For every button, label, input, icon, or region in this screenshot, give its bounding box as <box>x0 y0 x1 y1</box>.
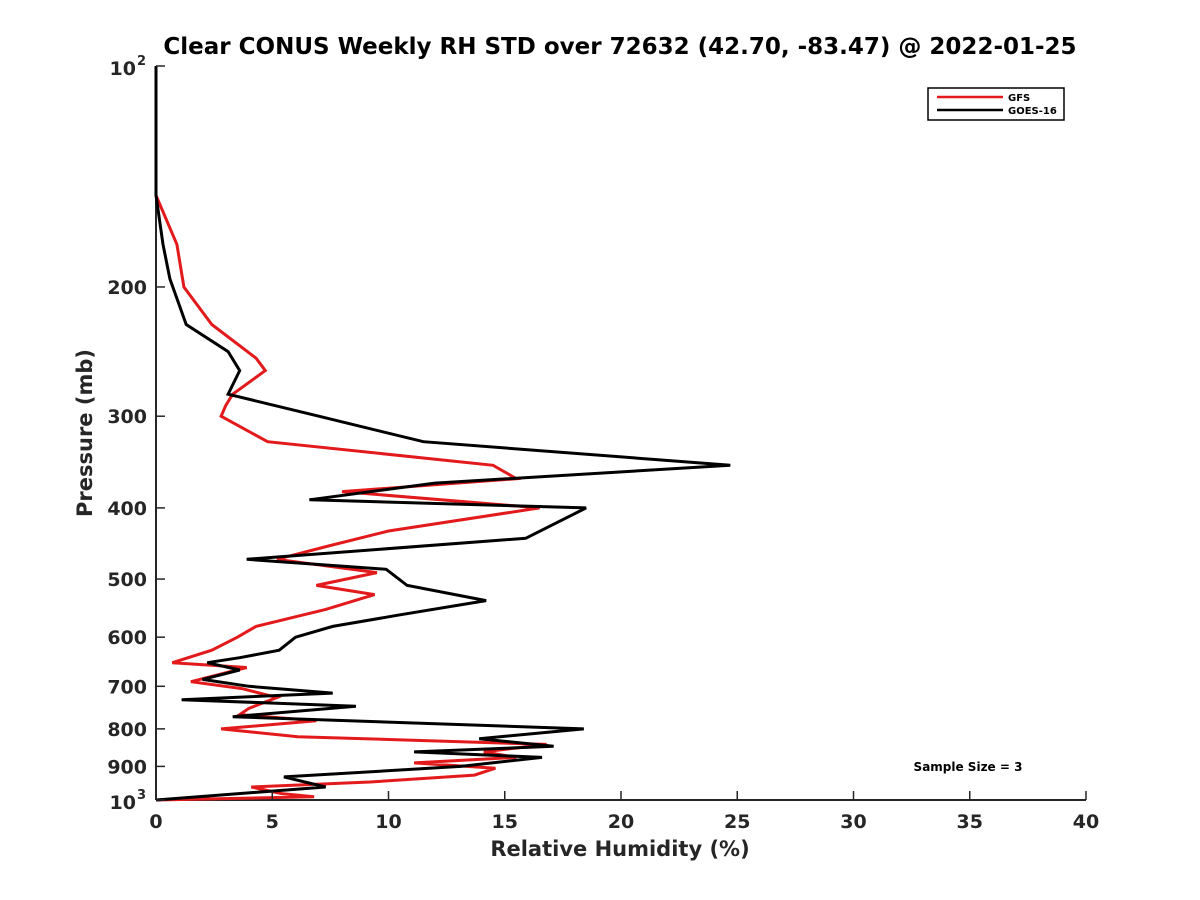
y-axis-label: Pressure (mb) <box>73 349 97 517</box>
y-tick-exponent: 3 <box>137 788 146 803</box>
plot-area: 0 5 10 15 20 25 30 35 40 10 220030040050060070080… <box>107 54 1099 833</box>
y-tick-label: 900 <box>107 756 147 778</box>
series-line-gfs <box>154 66 547 802</box>
y-tick-label: 700 <box>107 676 147 698</box>
y-tick-label: 800 <box>107 719 147 741</box>
legend: GFS GOES-16 <box>927 87 1065 121</box>
x-tick-label: 40 <box>1073 811 1099 833</box>
y-tick-label: 10 <box>110 792 136 814</box>
x-tick-label: 15 <box>492 811 518 833</box>
y-tick-label: 400 <box>107 498 147 520</box>
x-tick-label: 10 <box>375 811 401 833</box>
chart-title: Clear CONUS Weekly RH STD over 72632 (42… <box>163 34 1076 60</box>
x-tick-label: 25 <box>724 811 750 833</box>
x-tick-label: 0 <box>149 811 162 833</box>
y-tick-label: 10 <box>110 58 136 80</box>
y-tick-label: 300 <box>107 406 147 428</box>
y-tick-label: 500 <box>107 569 147 591</box>
series-layer <box>154 66 731 802</box>
x-tick-label: 35 <box>957 811 983 833</box>
legend-box <box>927 87 1065 121</box>
y-tick-label: 200 <box>107 277 147 299</box>
x-axis-ticks: 0 5 10 15 20 25 30 35 40 <box>149 791 1099 833</box>
x-tick-label: 30 <box>840 811 866 833</box>
x-tick-label: 5 <box>266 811 279 833</box>
legend-label-goes16: GOES-16 <box>1008 106 1057 117</box>
y-tick-label: 600 <box>107 627 147 649</box>
x-axis-label: Relative Humidity (%) <box>490 837 749 861</box>
x-tick-label: 20 <box>608 811 634 833</box>
legend-label-gfs: GFS <box>1008 93 1030 104</box>
sample-size-annotation: Sample Size = 3 <box>914 760 1023 774</box>
y-tick-exponent: 2 <box>137 54 146 69</box>
series-line-goes16 <box>154 66 731 802</box>
